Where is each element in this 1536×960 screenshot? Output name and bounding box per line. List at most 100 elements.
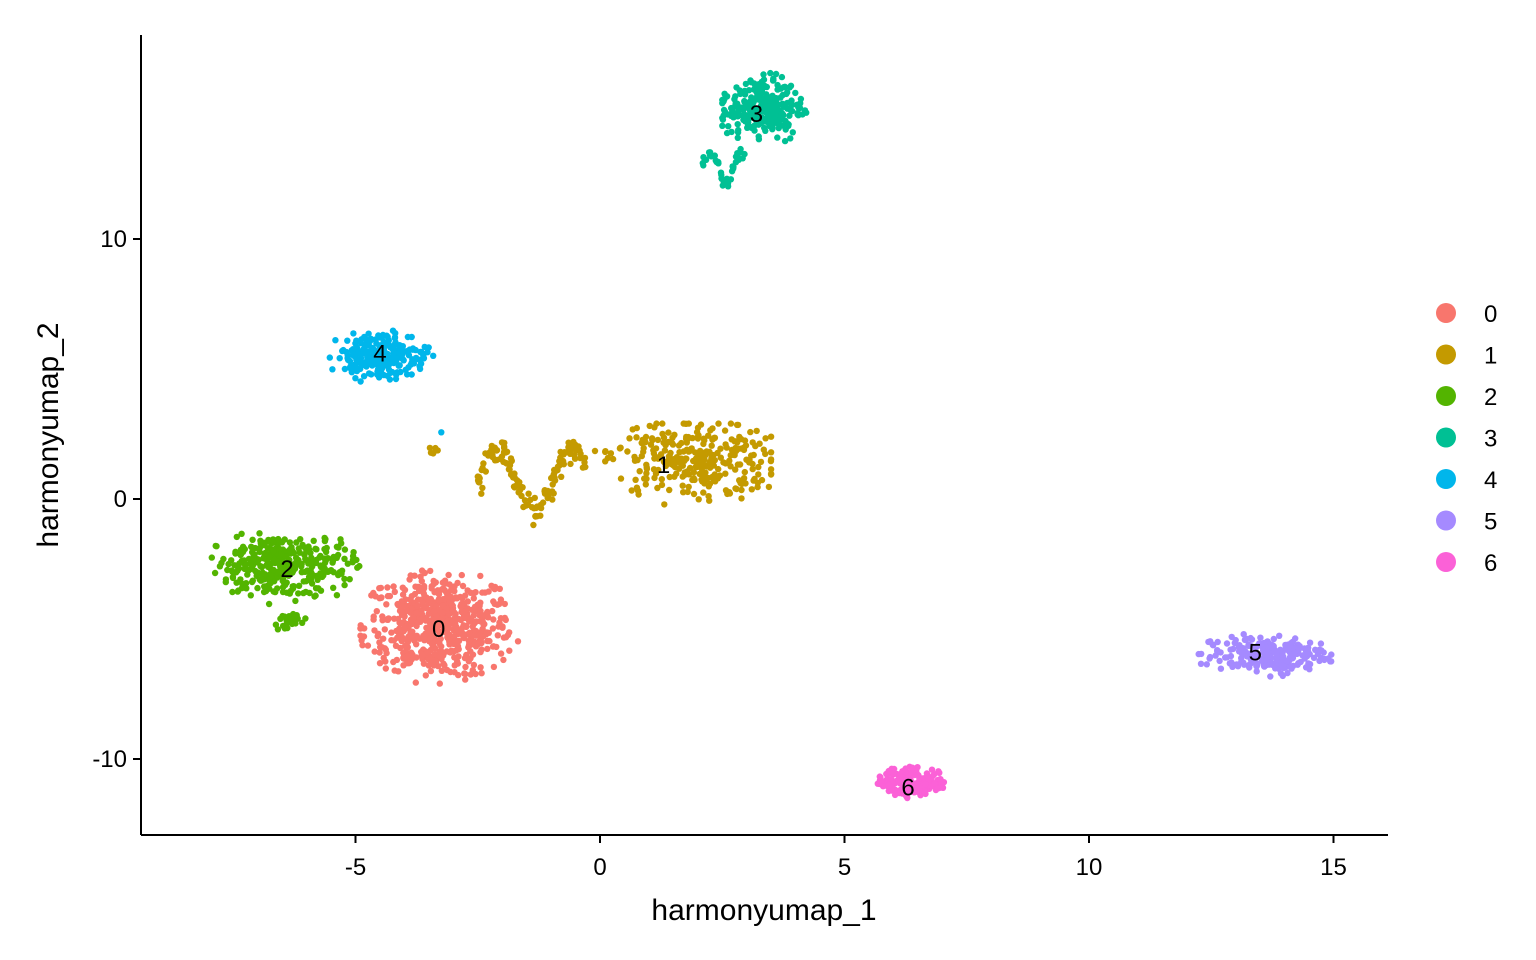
data-point-cluster-2 xyxy=(218,559,225,567)
data-point-cluster-2 xyxy=(295,582,303,589)
data-point-cluster-5 xyxy=(1284,669,1291,677)
data-point-cluster-5 xyxy=(1212,652,1219,659)
data-point-cluster-3 xyxy=(769,100,776,108)
data-point-cluster-0 xyxy=(427,567,434,575)
data-point-cluster-0 xyxy=(440,623,447,630)
data-point-cluster-3 xyxy=(719,96,726,104)
data-point-cluster-4 xyxy=(365,360,372,367)
data-point-cluster-5 xyxy=(1272,665,1279,672)
data-point-cluster-3 xyxy=(770,77,777,84)
data-point-cluster-1 xyxy=(660,434,668,441)
data-point-cluster-2 xyxy=(317,570,324,577)
y-tick-label: 10 xyxy=(100,226,127,253)
data-point-cluster-0 xyxy=(471,589,478,597)
data-point-cluster-5 xyxy=(1277,646,1284,653)
data-point-cluster-0 xyxy=(427,667,435,675)
data-point-cluster-4 xyxy=(382,342,389,350)
data-point-cluster-0 xyxy=(379,613,386,620)
data-point-cluster-0 xyxy=(499,623,506,630)
data-point-cluster-3 xyxy=(735,107,742,115)
data-point-cluster-1 xyxy=(531,494,538,502)
data-point-cluster-4 xyxy=(355,357,363,365)
data-point-cluster-0 xyxy=(418,567,426,574)
data-point-cluster-1 xyxy=(700,461,708,469)
data-point-cluster-3 xyxy=(772,70,780,78)
data-point-cluster-2 xyxy=(290,549,298,557)
data-point-cluster-1 xyxy=(678,439,685,447)
data-point-cluster-2 xyxy=(247,560,254,567)
data-point-cluster-1 xyxy=(669,434,676,441)
data-point-cluster-2 xyxy=(296,560,304,567)
data-point-cluster-4 xyxy=(377,349,385,356)
legend-swatch-2 xyxy=(1436,386,1456,406)
data-point-cluster-0 xyxy=(460,608,468,616)
data-point-cluster-2 xyxy=(313,546,320,553)
data-point-cluster-3 xyxy=(720,112,727,119)
data-point-cluster-2 xyxy=(281,536,288,543)
data-point-cluster-5 xyxy=(1279,672,1287,680)
data-point-cluster-3 xyxy=(789,129,796,136)
data-point-cluster-2 xyxy=(254,584,261,592)
data-point-cluster-1 xyxy=(755,471,762,478)
data-point-cluster-2 xyxy=(228,567,235,574)
data-point-cluster-3 xyxy=(734,121,741,128)
data-point-cluster-2 xyxy=(262,571,269,578)
data-point-cluster-2 xyxy=(270,556,278,564)
data-point-cluster-2 xyxy=(286,546,293,554)
data-point-cluster-5 xyxy=(1228,633,1235,641)
data-point-cluster-1 xyxy=(724,490,731,498)
data-point-cluster-2 xyxy=(311,593,318,600)
data-point-cluster-3 xyxy=(780,84,787,91)
data-point-cluster-5 xyxy=(1217,665,1225,672)
data-point-cluster-1 xyxy=(706,448,713,455)
data-point-cluster-4 xyxy=(352,375,359,382)
data-point-cluster-1 xyxy=(487,448,494,456)
data-point-cluster-4 xyxy=(416,365,424,373)
data-point-cluster-3 xyxy=(795,112,802,119)
data-point-cluster-1 xyxy=(688,445,695,452)
data-point-cluster-4 xyxy=(385,366,393,373)
data-point-cluster-3 xyxy=(787,82,795,90)
data-point-cluster-3 xyxy=(700,162,707,169)
data-point-cluster-1 xyxy=(734,421,742,429)
data-point-cluster-1 xyxy=(525,490,532,497)
data-point-cluster-0 xyxy=(490,616,497,623)
data-point-cluster-0 xyxy=(406,576,413,583)
data-point-cluster-2 xyxy=(321,555,328,562)
data-point-cluster-4 xyxy=(329,366,336,373)
data-point-cluster-0 xyxy=(469,632,476,639)
data-point-cluster-1 xyxy=(685,483,692,491)
data-point-cluster-3 xyxy=(784,89,791,96)
data-point-cluster-3 xyxy=(742,80,750,88)
data-point-cluster-0 xyxy=(448,601,455,608)
data-point-cluster-5 xyxy=(1325,655,1332,662)
data-point-cluster-5 xyxy=(1287,663,1295,670)
data-point-cluster-0 xyxy=(447,649,454,656)
data-point-cluster-5 xyxy=(1240,659,1247,666)
data-point-cluster-1 xyxy=(731,438,738,445)
data-point-cluster-1 xyxy=(602,458,609,465)
data-point-cluster-3 xyxy=(740,106,747,113)
data-point-cluster-1 xyxy=(498,439,506,446)
data-point-cluster-0 xyxy=(373,608,380,615)
data-point-cluster-0 xyxy=(412,679,419,686)
data-point-cluster-2 xyxy=(307,566,314,574)
data-point-cluster-1 xyxy=(579,464,587,471)
data-point-cluster-0 xyxy=(458,571,465,579)
data-point-cluster-0 xyxy=(464,587,471,594)
data-point-cluster-3 xyxy=(760,71,767,78)
data-point-cluster-3 xyxy=(767,69,774,77)
data-point-cluster-4 xyxy=(385,361,393,368)
data-point-cluster-5 xyxy=(1253,668,1260,675)
data-point-cluster-0 xyxy=(442,580,449,587)
data-point-cluster-0 xyxy=(388,629,395,636)
data-point-cluster-5 xyxy=(1248,636,1256,643)
data-point-cluster-1 xyxy=(642,481,649,488)
data-point-cluster-6 xyxy=(890,769,897,777)
data-point-cluster-1 xyxy=(678,462,685,469)
data-point-cluster-3 xyxy=(787,107,795,114)
data-point-cluster-1 xyxy=(497,455,504,463)
data-point-cluster-5 xyxy=(1272,659,1279,667)
data-point-cluster-2 xyxy=(278,550,285,558)
data-point-cluster-4 xyxy=(351,351,358,359)
